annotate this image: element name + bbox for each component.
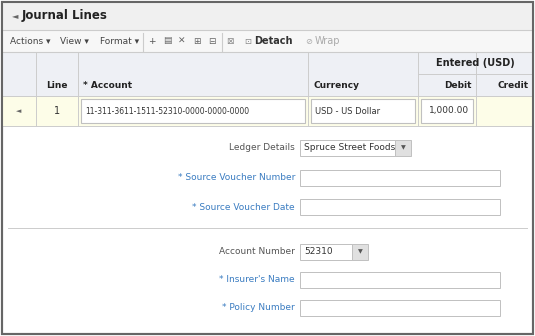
Bar <box>2 30 533 52</box>
Text: 1: 1 <box>54 106 60 116</box>
Bar <box>300 199 500 215</box>
Bar <box>311 99 415 123</box>
Text: Debit: Debit <box>445 81 472 89</box>
Bar <box>300 300 500 316</box>
Bar <box>81 99 305 123</box>
Bar <box>352 244 368 260</box>
Text: ⊠: ⊠ <box>226 37 233 45</box>
Text: * Source Voucher Number: * Source Voucher Number <box>178 173 295 182</box>
Text: ⊞: ⊞ <box>193 37 201 45</box>
Text: Currency: Currency <box>313 81 359 89</box>
Text: ▼: ▼ <box>401 145 406 151</box>
Text: * Source Voucher Date: * Source Voucher Date <box>193 203 295 211</box>
Text: ◄: ◄ <box>12 11 19 20</box>
Bar <box>300 272 500 288</box>
Text: ◄: ◄ <box>16 108 22 114</box>
Bar <box>421 99 473 123</box>
Text: * Account: * Account <box>83 81 132 89</box>
Bar <box>395 140 411 156</box>
Bar <box>2 2 533 30</box>
Text: Spruce Street Foods: Spruce Street Foods <box>304 143 395 153</box>
Text: * Insurer's Name: * Insurer's Name <box>219 276 295 285</box>
Text: View ▾: View ▾ <box>60 37 89 45</box>
Text: * Policy Number: * Policy Number <box>222 303 295 312</box>
Text: Wrap: Wrap <box>315 36 340 46</box>
Bar <box>300 244 352 260</box>
Text: 52310: 52310 <box>304 248 333 256</box>
Text: USD - US Dollar: USD - US Dollar <box>315 107 380 116</box>
Text: ✕: ✕ <box>178 37 186 45</box>
Text: Credit: Credit <box>498 81 529 89</box>
Text: Journal Lines: Journal Lines <box>22 9 108 23</box>
Text: Entered (USD): Entered (USD) <box>436 58 515 68</box>
Text: ⊘: ⊘ <box>305 37 312 45</box>
Text: ▼: ▼ <box>357 250 362 254</box>
Text: 1,000.00: 1,000.00 <box>429 107 469 116</box>
Text: Detach: Detach <box>254 36 293 46</box>
Bar <box>300 140 395 156</box>
Bar <box>2 52 533 96</box>
Bar <box>2 96 533 126</box>
Text: Ledger Details: Ledger Details <box>230 143 295 153</box>
Text: Account Number: Account Number <box>219 248 295 256</box>
Text: Line: Line <box>46 81 68 89</box>
Text: Format ▾: Format ▾ <box>100 37 139 45</box>
Bar <box>300 170 500 186</box>
Text: ⊟: ⊟ <box>208 37 216 45</box>
Text: ▤: ▤ <box>163 37 172 45</box>
Text: 11-311-3611-1511-52310-0000-0000-0000: 11-311-3611-1511-52310-0000-0000-0000 <box>85 107 249 116</box>
Text: Actions ▾: Actions ▾ <box>10 37 50 45</box>
Text: +: + <box>148 37 156 45</box>
Text: ⊡: ⊡ <box>244 37 251 45</box>
